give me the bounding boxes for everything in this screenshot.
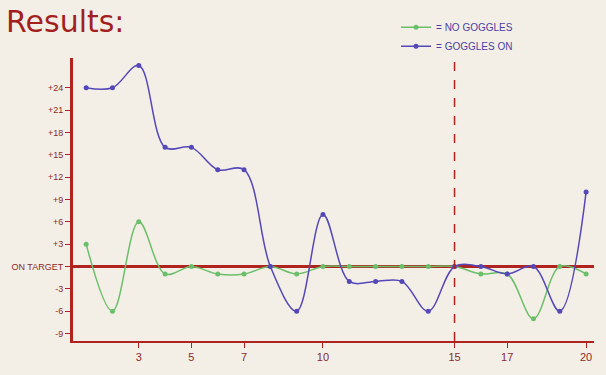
svg-text:+24: +24 — [48, 83, 63, 93]
svg-text:15: 15 — [448, 351, 460, 363]
svg-text:+9: +9 — [53, 195, 63, 205]
svg-text:20: 20 — [580, 351, 592, 363]
svg-text:+6: +6 — [53, 217, 63, 227]
svg-text:3: 3 — [136, 351, 142, 363]
svg-text:10: 10 — [317, 351, 329, 363]
svg-text:7: 7 — [241, 351, 247, 363]
svg-text:-6: -6 — [55, 306, 63, 316]
svg-text:17: 17 — [501, 351, 513, 363]
svg-text:+12: +12 — [48, 172, 63, 182]
svg-text:-9: -9 — [55, 329, 63, 339]
svg-text:5: 5 — [188, 351, 194, 363]
svg-text:Results:: Results: — [6, 4, 124, 39]
svg-text:-3: -3 — [55, 284, 63, 294]
svg-text:+18: +18 — [48, 128, 63, 138]
svg-text:+3: +3 — [53, 239, 63, 249]
svg-text:= GOGGLES ON: = GOGGLES ON — [436, 41, 512, 52]
svg-text:= NO GOGGLES: = NO GOGGLES — [436, 22, 513, 33]
svg-text:+15: +15 — [48, 150, 63, 160]
svg-text:+21: +21 — [48, 105, 63, 115]
svg-text:ON TARGET: ON TARGET — [12, 262, 64, 272]
